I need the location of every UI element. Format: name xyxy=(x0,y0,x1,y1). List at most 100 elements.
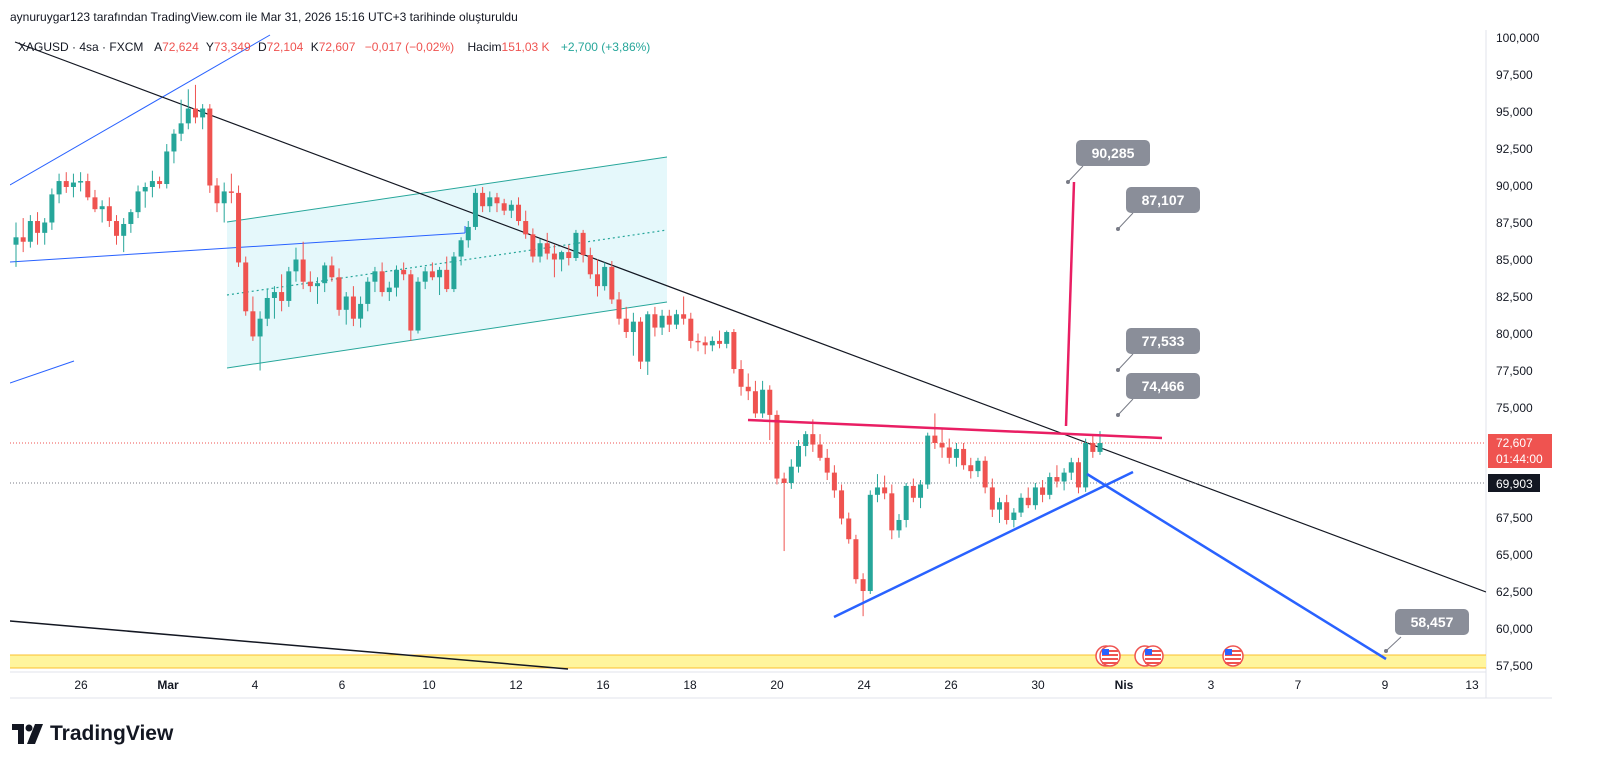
candle-up xyxy=(1068,462,1074,473)
timeframe[interactable]: 4sa xyxy=(79,40,99,54)
candle-down xyxy=(961,448,967,466)
candle-up xyxy=(487,197,493,207)
x-tick-label: 6 xyxy=(339,678,346,692)
candle-down xyxy=(580,232,586,256)
blue-short-line xyxy=(10,360,75,384)
candle-down xyxy=(444,269,450,290)
candle-up xyxy=(42,222,48,233)
target-projection-down xyxy=(1086,472,1387,661)
x-tick-label: 26 xyxy=(74,678,88,692)
candle-up xyxy=(293,259,299,272)
candle-up xyxy=(142,186,148,192)
candle-down xyxy=(1090,443,1096,452)
candle-up xyxy=(372,271,378,282)
callout-label: 90,285 xyxy=(1092,145,1135,161)
close-value: 72,607 xyxy=(319,40,356,54)
x-tick-label: Nis xyxy=(1115,678,1134,692)
candle-down xyxy=(666,315,672,325)
candle-down xyxy=(551,253,557,260)
candle-down xyxy=(752,391,758,414)
candle-up xyxy=(128,212,134,224)
candle-up xyxy=(121,223,127,236)
candle-up xyxy=(343,296,349,310)
tradingview-logo-icon xyxy=(12,724,43,744)
candle-down xyxy=(401,269,407,275)
callout-74466[interactable]: 74,466 xyxy=(1126,373,1200,399)
candle-down xyxy=(329,265,335,278)
candle-down xyxy=(106,206,112,222)
us-flag-icon[interactable] xyxy=(1222,645,1244,667)
candle-down xyxy=(702,342,708,346)
candle-down xyxy=(717,340,723,344)
candle-down xyxy=(1075,462,1081,488)
y-tick-label: 62,500 xyxy=(1496,585,1533,599)
lower-trendline xyxy=(10,620,569,670)
candle-down xyxy=(982,460,988,488)
candle-up xyxy=(659,315,665,328)
candle-down xyxy=(228,191,234,193)
candle-down xyxy=(207,108,213,186)
low-label: D xyxy=(258,40,267,54)
candle-down xyxy=(379,271,385,293)
candle-up xyxy=(559,252,565,260)
callout-label: 87,107 xyxy=(1142,192,1185,208)
candle-up xyxy=(472,192,478,227)
candle-down xyxy=(566,252,572,259)
y-tick-label: 85,000 xyxy=(1496,253,1533,267)
x-tick-label: 12 xyxy=(509,678,523,692)
candle-down xyxy=(824,457,830,473)
callout-58457[interactable]: 58,457 xyxy=(1395,609,1469,635)
tradingview-brand: TradingView xyxy=(50,722,174,745)
candle-down xyxy=(774,414,780,479)
candle-down xyxy=(781,478,787,483)
y-tick-label: 92,500 xyxy=(1496,142,1533,156)
candle-down xyxy=(307,281,313,287)
candle-up xyxy=(1061,472,1067,482)
candle-down xyxy=(236,192,242,263)
candle-down xyxy=(745,386,751,392)
callout-77533[interactable]: 77,533 xyxy=(1126,328,1200,354)
callout-87107[interactable]: 87,107 xyxy=(1126,187,1200,213)
x-tick-label: 10 xyxy=(422,678,436,692)
callout-anchor xyxy=(1116,368,1120,372)
candle-down xyxy=(494,197,500,204)
us-flag-icon[interactable] xyxy=(1134,645,1164,667)
candle-down xyxy=(609,266,615,300)
candle-down xyxy=(946,447,952,458)
candle-up xyxy=(645,314,651,362)
candle-up xyxy=(803,434,809,446)
candle-up xyxy=(27,221,33,242)
symbol-name[interactable]: XAGUSD xyxy=(18,40,69,54)
candle-up xyxy=(437,269,443,278)
high-label: Y xyxy=(206,40,214,54)
blue-channel-upper xyxy=(10,34,271,186)
candle-up xyxy=(903,485,909,520)
candle-up xyxy=(264,297,270,319)
price-axis[interactable]: 100,000 97,500 95,000 92,500 90,000 87,5… xyxy=(1496,31,1540,673)
target-projection-up xyxy=(1064,181,1076,427)
tradingview-logo[interactable]: TradingView xyxy=(12,722,173,746)
candle-down xyxy=(250,311,256,337)
candle-down xyxy=(594,274,600,287)
candle-down xyxy=(92,197,98,210)
time-axis[interactable]: 26 Mar 4 6 10 12 16 18 20 24 26 30 Nis 3… xyxy=(74,678,1479,692)
symbol-info[interactable]: XAGUSD · 4sa · FXCM A72,624 Y73,349 D72,… xyxy=(18,40,650,54)
candle-up xyxy=(322,265,328,284)
candle-up xyxy=(573,232,579,259)
candle-down xyxy=(1054,477,1060,482)
candle-down xyxy=(623,318,629,333)
y-tick-label: 100,000 xyxy=(1496,31,1540,45)
candle-down xyxy=(279,292,285,301)
y-tick-label: 97,500 xyxy=(1496,68,1533,82)
candle-up xyxy=(996,502,1002,510)
support-zone xyxy=(10,655,1486,668)
candle-up xyxy=(178,123,184,134)
candle-up xyxy=(365,281,371,304)
candle-up xyxy=(393,269,399,288)
callout-anchor xyxy=(1066,180,1070,184)
candle-down xyxy=(214,185,220,204)
candle-down xyxy=(516,204,522,222)
us-flag-icon[interactable] xyxy=(1095,645,1121,667)
callout-90285[interactable]: 90,285 xyxy=(1076,140,1150,166)
